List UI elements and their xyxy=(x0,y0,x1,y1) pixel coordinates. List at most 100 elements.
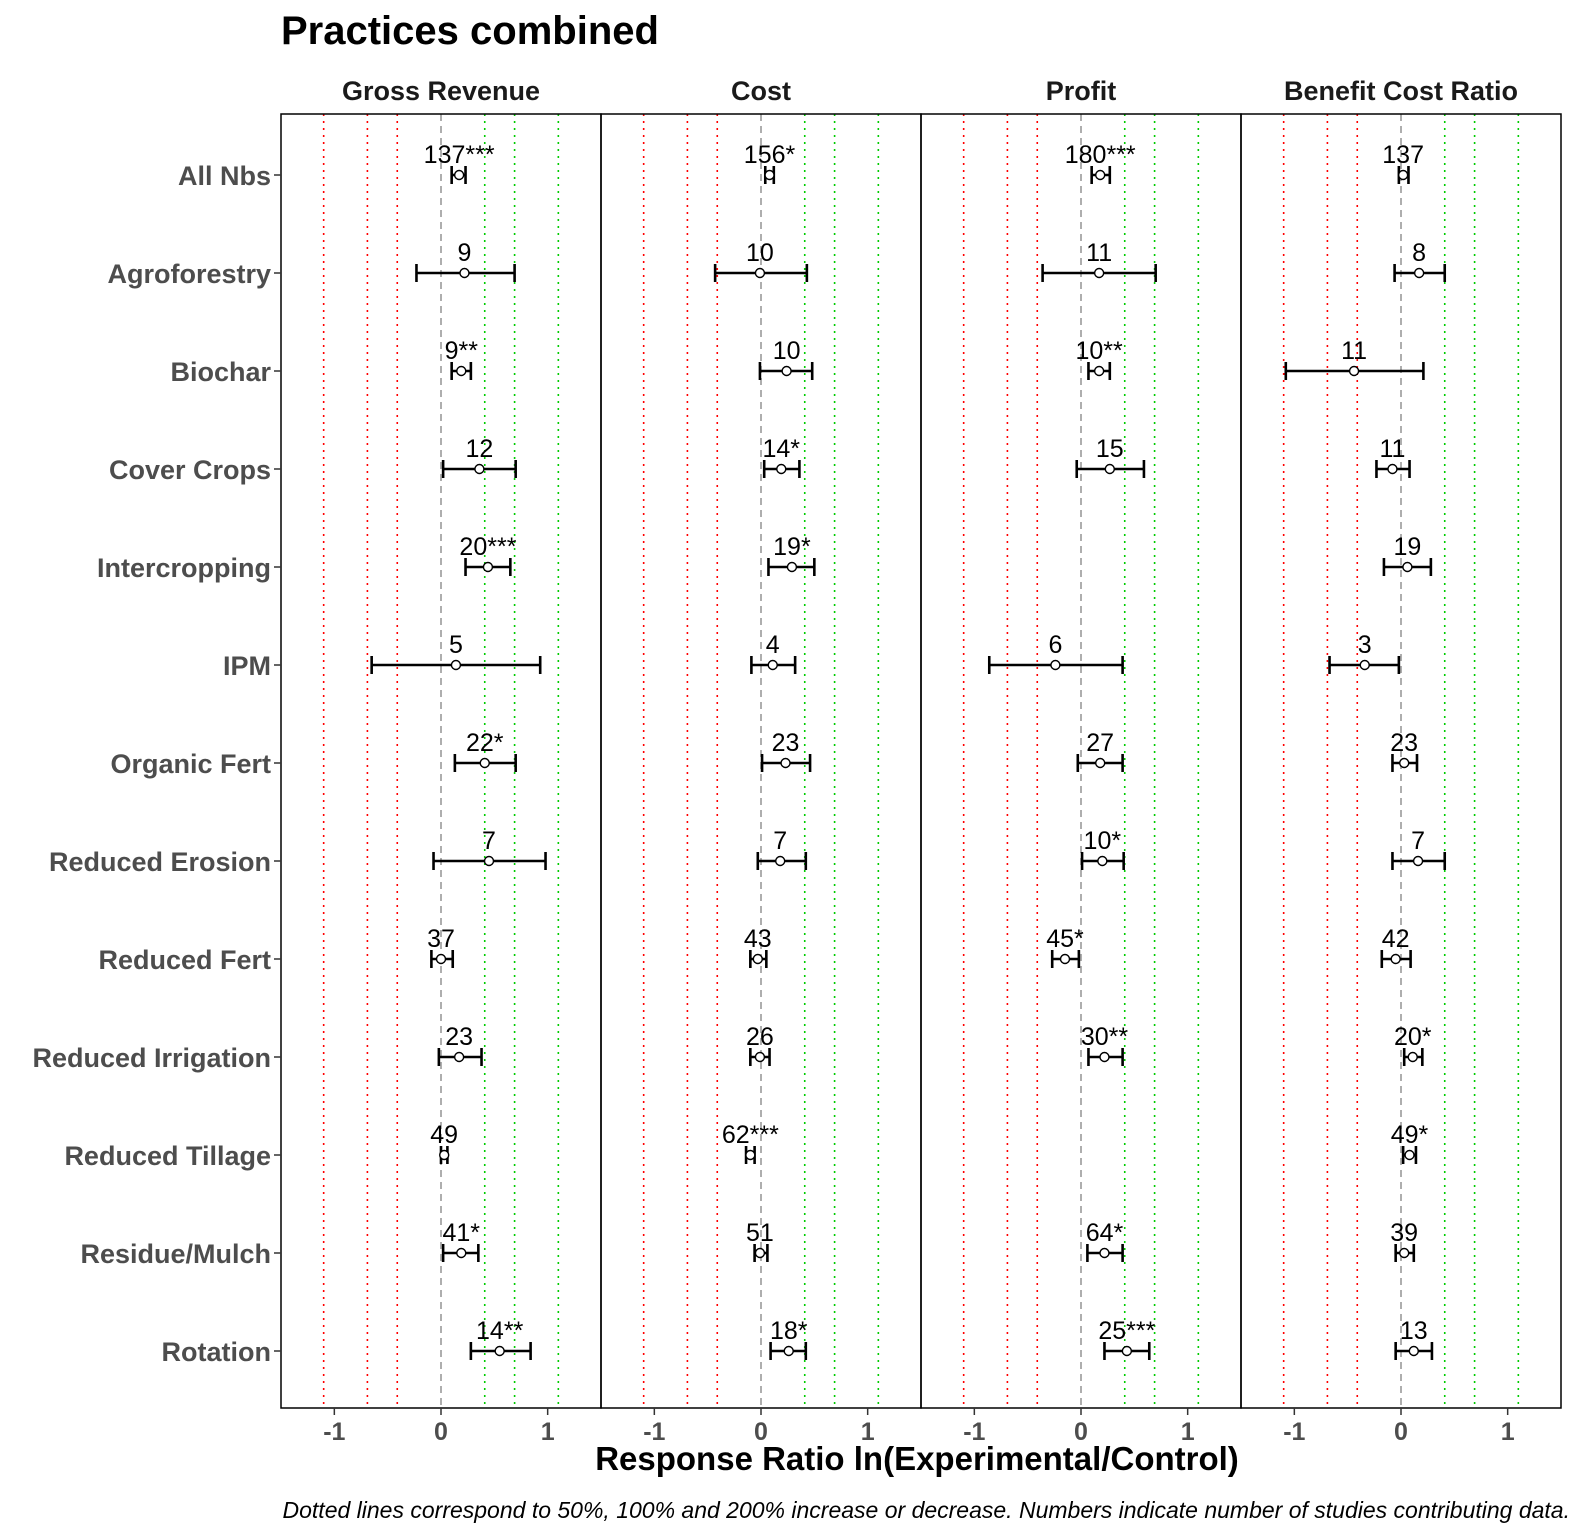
study-count-label: 19 xyxy=(1393,533,1421,561)
category-labels: All Nbs Agroforestry Biochar Cover Crops Int… xyxy=(32,161,281,1367)
estimate-point xyxy=(754,267,766,279)
chart-caption: Dotted lines correspond to 50%, 100% and… xyxy=(283,1497,1570,1523)
study-count-label: 11 xyxy=(1086,239,1112,267)
estimate-point xyxy=(1412,855,1424,867)
estimate-point xyxy=(754,1051,766,1063)
category-label: Reduced Irrigation xyxy=(32,1043,271,1073)
study-count-label: 37 xyxy=(427,925,455,953)
study-count-label: 137 xyxy=(1382,141,1424,169)
study-count-label: 6 xyxy=(1048,631,1062,659)
study-count-label: 49 xyxy=(430,1121,458,1149)
panel-strip-title: Cost xyxy=(731,76,791,106)
panel-benefit-cost-ratio: Benefit Cost Ratio -1 0 1 137 8 11 11 19 3 23 7 42 20… xyxy=(1240,76,1562,1446)
study-count-label: 23 xyxy=(772,729,800,757)
estimate-point xyxy=(764,169,775,181)
estimate-point xyxy=(1398,757,1410,769)
category-label: All Nbs xyxy=(178,161,271,191)
x-tick-label: -1 xyxy=(963,1418,985,1446)
study-count-label: 15 xyxy=(1096,435,1124,463)
study-count-label: 10 xyxy=(746,239,774,267)
category-label: Organic Fert xyxy=(110,749,271,779)
study-count-label: 14* xyxy=(762,435,800,463)
estimate-point xyxy=(780,757,791,769)
panel-cost: Cost -1 0 1 156* 10 10 14* 19* 4 23 7 43 26 62*** 51 18* xyxy=(600,76,922,1446)
study-count-label: 25*** xyxy=(1098,1317,1155,1345)
x-tick-label: 0 xyxy=(434,1418,448,1446)
estimate-point xyxy=(745,1149,756,1161)
study-count-label: 26 xyxy=(746,1023,774,1051)
study-count-label: 27 xyxy=(1086,729,1114,757)
estimate-point xyxy=(453,1051,465,1063)
estimate-point xyxy=(459,267,470,279)
estimate-point xyxy=(474,463,485,475)
estimate-point xyxy=(781,365,792,377)
estimate-point xyxy=(435,953,447,965)
study-count-label: 49* xyxy=(1391,1121,1429,1149)
panel-strip-title: Benefit Cost Ratio xyxy=(1284,76,1518,106)
study-count-label: 20* xyxy=(1394,1023,1432,1051)
estimate-point xyxy=(1121,1345,1133,1357)
estimate-point xyxy=(453,169,465,181)
estimate-point xyxy=(776,463,787,475)
panel-strip-title: Profit xyxy=(1046,76,1117,106)
category-label: Reduced Tillage xyxy=(64,1141,271,1171)
estimate-point xyxy=(439,1149,450,1161)
estimate-point xyxy=(482,561,494,573)
estimate-point xyxy=(450,659,462,671)
x-tick-label: 1 xyxy=(861,1418,875,1446)
category-label: Reduced Erosion xyxy=(49,847,271,877)
study-count-label: 12 xyxy=(465,435,493,463)
estimate-point xyxy=(483,855,495,867)
estimate-point xyxy=(1059,953,1071,965)
estimate-point xyxy=(1050,659,1061,671)
study-count-label: 3 xyxy=(1358,631,1372,659)
study-count-label: 13 xyxy=(1400,1317,1428,1345)
x-tick-label: 0 xyxy=(1074,1418,1088,1446)
study-count-label: 7 xyxy=(1411,827,1425,855)
estimate-point xyxy=(1387,463,1398,475)
category-label: IPM xyxy=(223,651,271,681)
x-tick-label: -1 xyxy=(643,1418,665,1446)
estimate-point xyxy=(754,1247,766,1259)
x-tick-label: -1 xyxy=(323,1418,345,1446)
study-count-label: 64* xyxy=(1086,1219,1124,1247)
estimate-point xyxy=(783,1345,794,1357)
study-count-label: 41* xyxy=(442,1219,480,1247)
estimate-point xyxy=(1093,267,1105,279)
estimate-point xyxy=(1094,757,1106,769)
study-count-label: 8 xyxy=(1412,239,1426,267)
study-count-label: 10** xyxy=(1076,337,1124,365)
study-count-label: 7 xyxy=(482,827,496,855)
x-tick-label: -1 xyxy=(1283,1418,1305,1446)
study-count-label: 137*** xyxy=(424,141,495,169)
estimate-point xyxy=(479,757,490,769)
x-tick-label: 0 xyxy=(754,1418,768,1446)
estimate-point xyxy=(1359,659,1370,671)
estimate-point xyxy=(1413,267,1425,279)
study-count-label: 5 xyxy=(449,631,463,659)
x-tick-label: 1 xyxy=(541,1418,555,1446)
estimate-point xyxy=(767,659,778,671)
study-count-label: 9** xyxy=(445,337,479,365)
estimate-point xyxy=(1097,855,1108,867)
estimate-point xyxy=(1402,561,1413,573)
study-count-label: 30** xyxy=(1081,1023,1129,1051)
study-count-label: 11 xyxy=(1379,435,1405,463)
estimate-point xyxy=(1407,1051,1418,1063)
panel-gross-revenue: Gross Revenue -1 0 1 137*** 9 9** 12 20*** 5 22* 7 3… xyxy=(280,76,602,1446)
study-count-label: 9 xyxy=(458,239,472,267)
study-count-label: 180*** xyxy=(1065,141,1136,169)
study-count-label: 20*** xyxy=(459,533,516,561)
estimate-point xyxy=(1093,365,1105,377)
estimate-point xyxy=(1398,1247,1410,1259)
category-label: Agroforestry xyxy=(107,259,271,289)
estimate-point xyxy=(1099,1051,1110,1063)
estimate-point xyxy=(456,1247,467,1259)
estimate-point xyxy=(1404,1149,1415,1161)
panels-group: Gross Revenue -1 0 1 137*** 9 9** 12 20*** 5 22* 7 3… xyxy=(280,76,1562,1446)
x-tick-label: 1 xyxy=(1501,1418,1515,1446)
study-count-label: 156* xyxy=(744,141,796,169)
x-tick-label: 0 xyxy=(1394,1418,1408,1446)
